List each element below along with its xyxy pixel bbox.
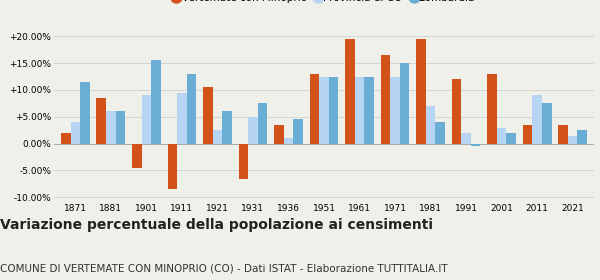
Bar <box>142 95 151 144</box>
Bar <box>558 125 568 144</box>
Bar <box>400 63 409 144</box>
Bar <box>293 120 303 144</box>
Bar <box>416 39 426 144</box>
Bar <box>284 138 293 144</box>
Text: Variazione percentuale della popolazione ai censimenti: Variazione percentuale della popolazione… <box>0 218 433 232</box>
Bar <box>436 122 445 144</box>
Bar <box>568 136 577 144</box>
Bar <box>364 76 374 144</box>
Bar <box>390 76 400 144</box>
Bar <box>167 144 177 189</box>
Bar <box>497 127 506 144</box>
Bar <box>187 74 196 144</box>
Bar <box>380 55 390 144</box>
Bar <box>542 103 551 144</box>
Bar <box>258 103 268 144</box>
Text: COMUNE DI VERTEMATE CON MINOPRIO (CO) - Dati ISTAT - Elaborazione TUTTITALIA.IT: COMUNE DI VERTEMATE CON MINOPRIO (CO) - … <box>0 263 448 273</box>
Bar <box>532 95 542 144</box>
Bar <box>523 125 532 144</box>
Bar <box>506 133 516 144</box>
Bar <box>452 79 461 144</box>
Bar <box>274 125 284 144</box>
Bar <box>248 117 258 144</box>
Bar <box>487 74 497 144</box>
Bar <box>151 60 161 144</box>
Bar <box>461 133 471 144</box>
Bar <box>345 39 355 144</box>
Bar <box>471 144 481 146</box>
Bar <box>329 76 338 144</box>
Bar <box>426 106 436 144</box>
Bar <box>203 87 212 144</box>
Bar <box>577 130 587 144</box>
Bar <box>319 76 329 144</box>
Bar <box>177 93 187 144</box>
Bar <box>97 98 106 144</box>
Bar <box>212 130 222 144</box>
Bar <box>355 76 364 144</box>
Bar <box>222 111 232 144</box>
Bar <box>116 111 125 144</box>
Bar <box>106 111 116 144</box>
Bar <box>132 144 142 168</box>
Bar <box>310 74 319 144</box>
Bar <box>239 144 248 179</box>
Bar <box>61 133 71 144</box>
Legend: Vertemate con Minoprio, Provincia di CO, Lombardia: Vertemate con Minoprio, Provincia di CO,… <box>169 0 479 7</box>
Bar <box>80 82 90 144</box>
Bar <box>71 122 80 144</box>
